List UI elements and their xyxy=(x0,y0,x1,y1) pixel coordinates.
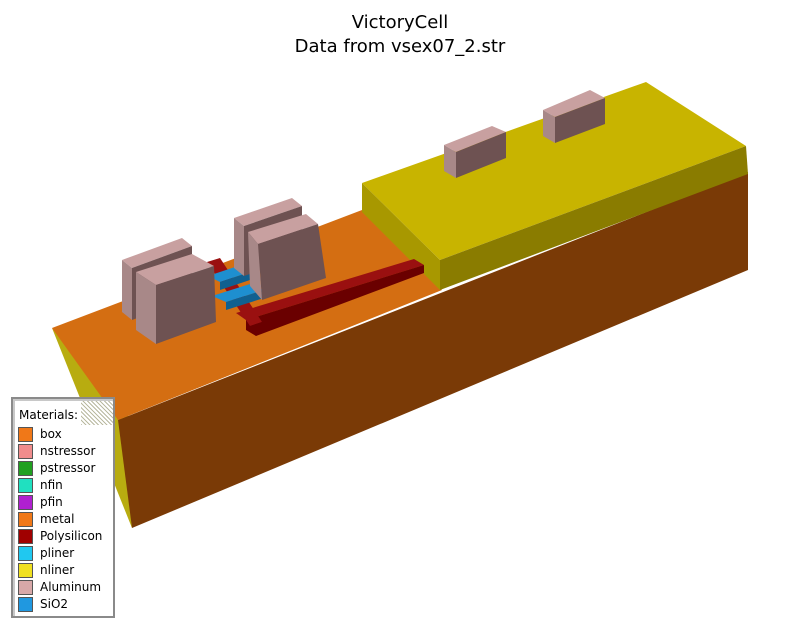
sio2-fin-2-front xyxy=(226,290,264,310)
metal-top-face xyxy=(362,82,746,260)
poly-line-front xyxy=(246,265,424,336)
legend-swatch xyxy=(18,597,33,612)
legend-label: nstressor xyxy=(40,444,96,458)
legend-shading xyxy=(81,401,113,425)
al-pad-2-top xyxy=(543,90,605,117)
legend-title: Materials: xyxy=(19,408,79,422)
legend-label: Aluminum xyxy=(40,580,102,594)
al-pad-1-side xyxy=(444,145,456,178)
legend-swatch xyxy=(18,495,33,510)
legend-swatch xyxy=(18,461,33,476)
legend-label: SiO2 xyxy=(40,597,69,611)
legend-label: box xyxy=(40,427,62,441)
legend-label: pfin xyxy=(40,495,63,509)
al-contact-3-top xyxy=(234,198,302,226)
legend-swatch xyxy=(18,546,33,561)
box-front-face xyxy=(118,172,748,528)
al-contact-2-side xyxy=(136,272,156,344)
legend-swatch xyxy=(18,478,33,493)
legend-label: nliner xyxy=(40,563,75,577)
legend-swatch xyxy=(18,512,33,527)
poly-gate-front xyxy=(250,322,262,336)
al-pad-1-top xyxy=(444,126,506,152)
al-contact-4-side xyxy=(248,232,262,300)
legend-swatch xyxy=(18,529,33,544)
sio2-fin-1-front xyxy=(220,272,250,290)
al-contact-3-side xyxy=(234,218,244,276)
poly-line-top xyxy=(236,259,424,320)
al-contact-4-top xyxy=(248,214,318,244)
al-pad-2-side xyxy=(543,110,555,143)
legend-label: pstressor xyxy=(40,461,96,475)
legend-swatch xyxy=(18,427,33,442)
al-contact-2-front xyxy=(156,266,216,344)
metal-front-face xyxy=(440,146,748,290)
plot-subtitle: Data from vsex07_2.str xyxy=(294,36,506,57)
legend-label: pliner xyxy=(40,546,75,560)
plot-title: VictoryCell xyxy=(351,12,449,33)
legend-swatch xyxy=(18,444,33,459)
legend-label: nfin xyxy=(40,478,63,492)
al-contact-1-side xyxy=(122,260,132,320)
legend-swatch xyxy=(18,580,33,595)
sio2-fin-2-top xyxy=(212,284,264,302)
legend-label: Polysilicon xyxy=(40,529,103,543)
al-contact-2-top xyxy=(136,254,214,285)
legend-swatch xyxy=(18,563,33,578)
al-pad-2-front xyxy=(555,98,605,143)
al-contact-1-top xyxy=(122,238,192,268)
materials-legend: Materials: box nstressor pstressor nfin pfin… xyxy=(11,397,115,618)
al-contact-4-front xyxy=(258,224,326,300)
al-pad-1-front xyxy=(456,132,506,178)
legend-label: metal xyxy=(40,512,75,526)
